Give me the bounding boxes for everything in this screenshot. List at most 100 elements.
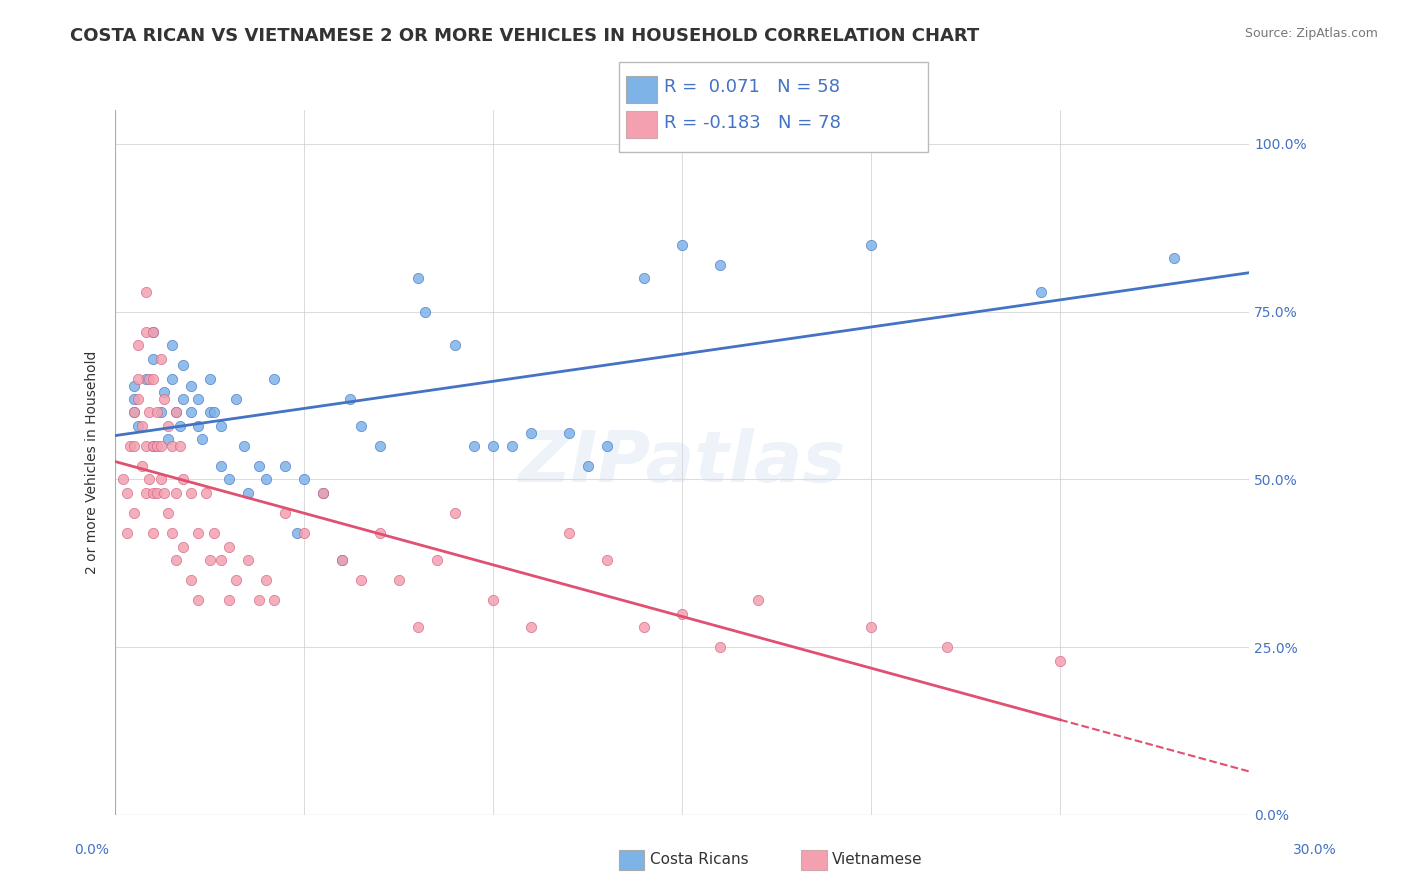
Point <box>406 271 429 285</box>
Point <box>157 418 180 433</box>
Point <box>709 258 731 272</box>
Point <box>165 405 187 419</box>
Point <box>413 304 436 318</box>
Point <box>127 338 149 352</box>
Point <box>122 506 145 520</box>
Point <box>202 405 225 419</box>
Point <box>165 486 187 500</box>
Point <box>138 405 160 419</box>
Point <box>406 620 429 634</box>
Point <box>274 458 297 473</box>
Point <box>131 418 153 433</box>
Point <box>122 392 145 406</box>
Point <box>558 425 581 440</box>
Point <box>134 486 156 500</box>
Point <box>187 593 209 607</box>
Text: ZIPatlas: ZIPatlas <box>519 428 846 497</box>
Point <box>209 553 232 567</box>
Point <box>180 405 202 419</box>
Point <box>198 372 221 386</box>
Point <box>218 473 240 487</box>
Point <box>256 573 278 587</box>
Point <box>232 439 254 453</box>
Point <box>368 526 391 541</box>
Point <box>247 593 270 607</box>
Point <box>146 405 169 419</box>
Point <box>172 473 194 487</box>
Point <box>187 418 209 433</box>
Point <box>225 573 247 587</box>
Point <box>198 553 221 567</box>
Point <box>350 573 373 587</box>
Point <box>225 392 247 406</box>
Point <box>134 285 156 299</box>
Point <box>558 526 581 541</box>
Point <box>187 392 209 406</box>
Point <box>122 405 145 419</box>
Point <box>292 526 315 541</box>
Point <box>633 620 655 634</box>
Point <box>444 506 467 520</box>
Point <box>191 432 214 446</box>
Point <box>187 526 209 541</box>
Point <box>501 439 523 453</box>
Point <box>1163 251 1185 265</box>
Text: R =  0.071   N = 58: R = 0.071 N = 58 <box>664 78 839 96</box>
Point <box>350 418 373 433</box>
Text: Source: ZipAtlas.com: Source: ZipAtlas.com <box>1244 27 1378 40</box>
Point <box>256 473 278 487</box>
Point <box>134 372 156 386</box>
Point <box>172 359 194 373</box>
Point <box>209 458 232 473</box>
Point <box>236 553 259 567</box>
Point <box>138 473 160 487</box>
Point <box>330 553 353 567</box>
Point <box>1031 285 1053 299</box>
Point <box>312 486 335 500</box>
Point <box>160 338 183 352</box>
Point <box>595 439 617 453</box>
Point <box>1049 654 1071 668</box>
Point <box>860 237 883 252</box>
Point <box>463 439 485 453</box>
Point <box>142 439 165 453</box>
Point <box>595 553 617 567</box>
Point <box>520 620 543 634</box>
Text: 0.0%: 0.0% <box>75 843 108 857</box>
Point <box>131 458 153 473</box>
Point <box>671 607 693 621</box>
Point <box>127 392 149 406</box>
Point <box>169 418 191 433</box>
Point <box>153 486 176 500</box>
Point <box>180 378 202 392</box>
Point <box>172 392 194 406</box>
Point <box>520 425 543 440</box>
Point <box>482 593 505 607</box>
Point <box>142 325 165 339</box>
Point <box>330 553 353 567</box>
Point <box>218 540 240 554</box>
Point <box>160 372 183 386</box>
Point <box>127 418 149 433</box>
Point <box>169 439 191 453</box>
Point <box>157 506 180 520</box>
Point <box>146 486 169 500</box>
Point <box>209 418 232 433</box>
Point <box>142 439 165 453</box>
Y-axis label: 2 or more Vehicles in Household: 2 or more Vehicles in Household <box>86 351 100 574</box>
Point <box>339 392 361 406</box>
Point <box>312 486 335 500</box>
Point <box>218 593 240 607</box>
Point <box>134 325 156 339</box>
Text: 30.0%: 30.0% <box>1292 843 1337 857</box>
Point <box>142 351 165 366</box>
Point <box>149 351 172 366</box>
Point <box>115 526 138 541</box>
Point <box>122 439 145 453</box>
Point <box>122 378 145 392</box>
Point <box>122 405 145 419</box>
Point <box>134 439 156 453</box>
Point <box>236 486 259 500</box>
Point <box>111 473 134 487</box>
Point <box>633 271 655 285</box>
